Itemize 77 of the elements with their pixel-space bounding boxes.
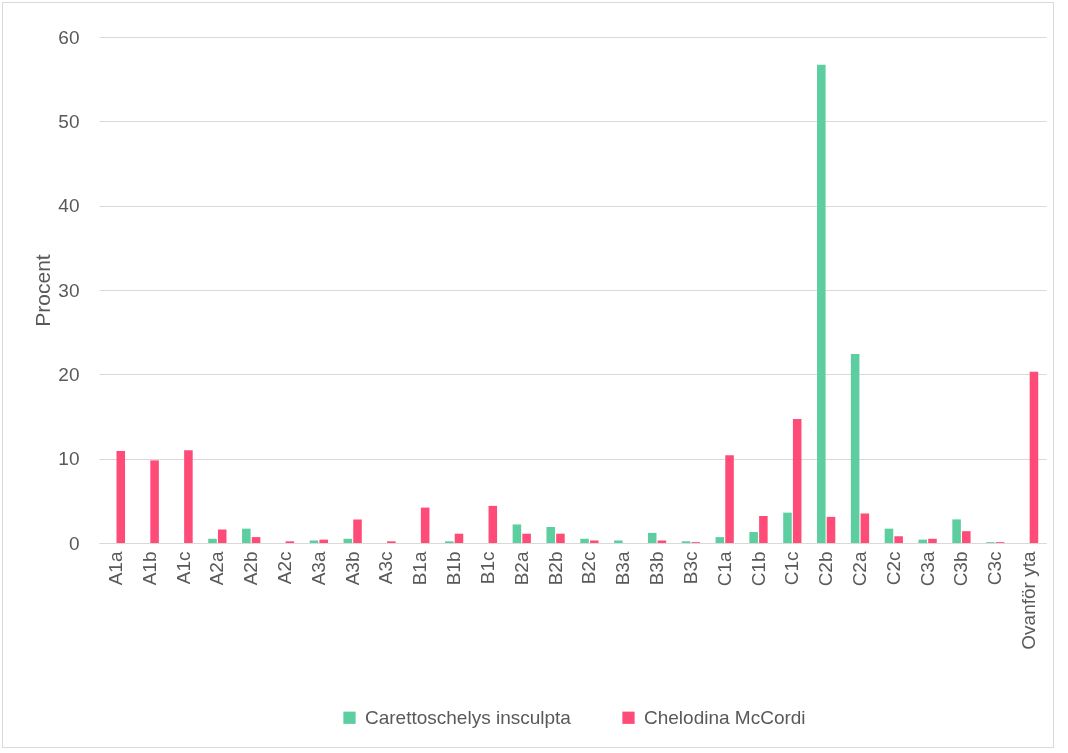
bar [952, 519, 961, 543]
bar [894, 536, 903, 543]
bar [208, 538, 217, 543]
x-tick-label: C2b [815, 551, 837, 587]
bar [860, 513, 870, 543]
legend-label: Chelodina McCordi [644, 706, 806, 728]
bar [150, 460, 159, 543]
bar [546, 526, 556, 543]
x-tick-label: B1b [443, 551, 465, 586]
y-tick-label: 20 [58, 363, 80, 385]
bar [928, 538, 937, 543]
bar [116, 451, 126, 543]
bar [749, 532, 758, 543]
bar [918, 539, 928, 543]
y-axis-title: Procent [31, 254, 55, 327]
x-tick-label: A3b [341, 551, 363, 586]
bar [488, 505, 498, 543]
x-tick-label: C2c [882, 551, 904, 586]
y-tick-label: 0 [68, 532, 80, 554]
bar [850, 354, 860, 543]
legend-label: Carettoschelys insculpta [365, 706, 572, 728]
bar [217, 529, 227, 543]
x-tick-label: C2a [848, 551, 870, 587]
bar [826, 516, 836, 543]
x-tick-label: Ovanför yta [1018, 551, 1040, 650]
bar [522, 533, 531, 543]
y-tick-label: 30 [58, 279, 80, 301]
bar [1029, 371, 1039, 543]
x-tick-label: B3c [679, 551, 701, 585]
x-tick-label: C3a [916, 551, 938, 587]
bar [251, 537, 261, 543]
x-tick-label: A3c [375, 551, 397, 585]
bar [512, 524, 522, 543]
bar [309, 540, 319, 543]
bar [962, 531, 971, 543]
bar [319, 539, 328, 543]
bar [242, 528, 251, 543]
x-tick-label: B2a [510, 551, 532, 586]
bar [725, 455, 734, 543]
x-tick-label: C3b [950, 551, 972, 587]
x-tick-label: B1c [476, 551, 498, 585]
bar [884, 528, 894, 543]
bar [792, 419, 802, 543]
bar [783, 512, 792, 543]
x-tick-label: A1c [172, 551, 194, 585]
bar [647, 532, 657, 543]
x-tick-label: C1b [747, 551, 769, 587]
y-tick-label: 60 [58, 26, 80, 48]
bar [759, 516, 768, 543]
bar [614, 540, 623, 543]
bar [353, 519, 362, 543]
x-tick-label: A1a [104, 551, 126, 586]
x-tick-label: A1b [138, 551, 160, 586]
bar [580, 538, 589, 543]
bar [657, 540, 667, 543]
bar [556, 533, 565, 543]
y-tick-label: 40 [58, 195, 80, 217]
x-tick-label: A2a [206, 551, 228, 586]
bar [715, 537, 725, 543]
x-tick-label: C1a [713, 551, 735, 587]
x-tick-label: A2b [240, 551, 262, 586]
x-tick-label: B3b [646, 551, 668, 586]
x-tick-label: B1a [409, 551, 431, 586]
y-tick-label: 10 [58, 448, 80, 470]
bar [589, 540, 599, 543]
y-tick-label: 50 [58, 110, 80, 132]
bar [817, 64, 826, 543]
x-tick-label: C1c [781, 551, 803, 586]
bar [184, 450, 193, 543]
x-tick-label: B2b [544, 551, 566, 586]
bar [420, 507, 430, 543]
x-tick-label: B3a [612, 551, 634, 586]
x-tick-label: C3c [984, 551, 1006, 586]
bar [454, 533, 464, 543]
x-tick-label: A2c [274, 551, 296, 585]
x-tick-label: A3a [307, 551, 329, 586]
x-tick-label: B2c [578, 551, 600, 585]
